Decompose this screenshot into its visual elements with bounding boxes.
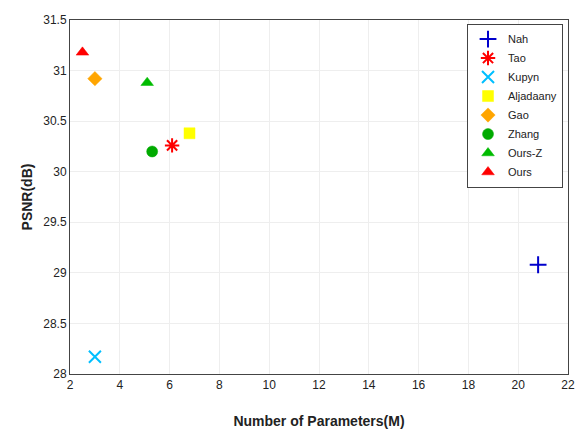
svg-text:6: 6 xyxy=(166,378,173,392)
svg-text:10: 10 xyxy=(263,378,277,392)
svg-text:12: 12 xyxy=(312,378,326,392)
svg-text:31.5: 31.5 xyxy=(43,13,67,27)
svg-text:4: 4 xyxy=(116,378,123,392)
svg-text:Aljadaany: Aljadaany xyxy=(508,90,557,102)
svg-text:Zhang: Zhang xyxy=(508,128,539,140)
svg-text:Nah: Nah xyxy=(508,33,528,45)
svg-text:Kupyn: Kupyn xyxy=(508,71,539,83)
svg-text:16: 16 xyxy=(412,378,426,392)
svg-text:29.5: 29.5 xyxy=(43,215,67,229)
svg-text:20: 20 xyxy=(512,378,526,392)
svg-text:2: 2 xyxy=(67,378,74,392)
svg-text:PSNR(dB): PSNR(dB) xyxy=(19,164,35,231)
svg-text:30.5: 30.5 xyxy=(43,114,67,128)
svg-text:30: 30 xyxy=(53,165,67,179)
svg-text:Gao: Gao xyxy=(508,109,529,121)
svg-text:14: 14 xyxy=(362,378,376,392)
svg-text:28: 28 xyxy=(53,367,67,381)
svg-text:31: 31 xyxy=(53,64,67,78)
svg-text:8: 8 xyxy=(216,378,223,392)
svg-text:Ours: Ours xyxy=(508,166,532,178)
svg-text:Number of Parameters(M): Number of Parameters(M) xyxy=(233,413,404,429)
svg-text:Tao: Tao xyxy=(508,52,526,64)
svg-text:29: 29 xyxy=(53,266,67,280)
svg-text:28.5: 28.5 xyxy=(43,317,67,331)
svg-text:22: 22 xyxy=(561,378,575,392)
svg-text:18: 18 xyxy=(462,378,476,392)
svg-text:Ours-Z: Ours-Z xyxy=(508,147,543,159)
